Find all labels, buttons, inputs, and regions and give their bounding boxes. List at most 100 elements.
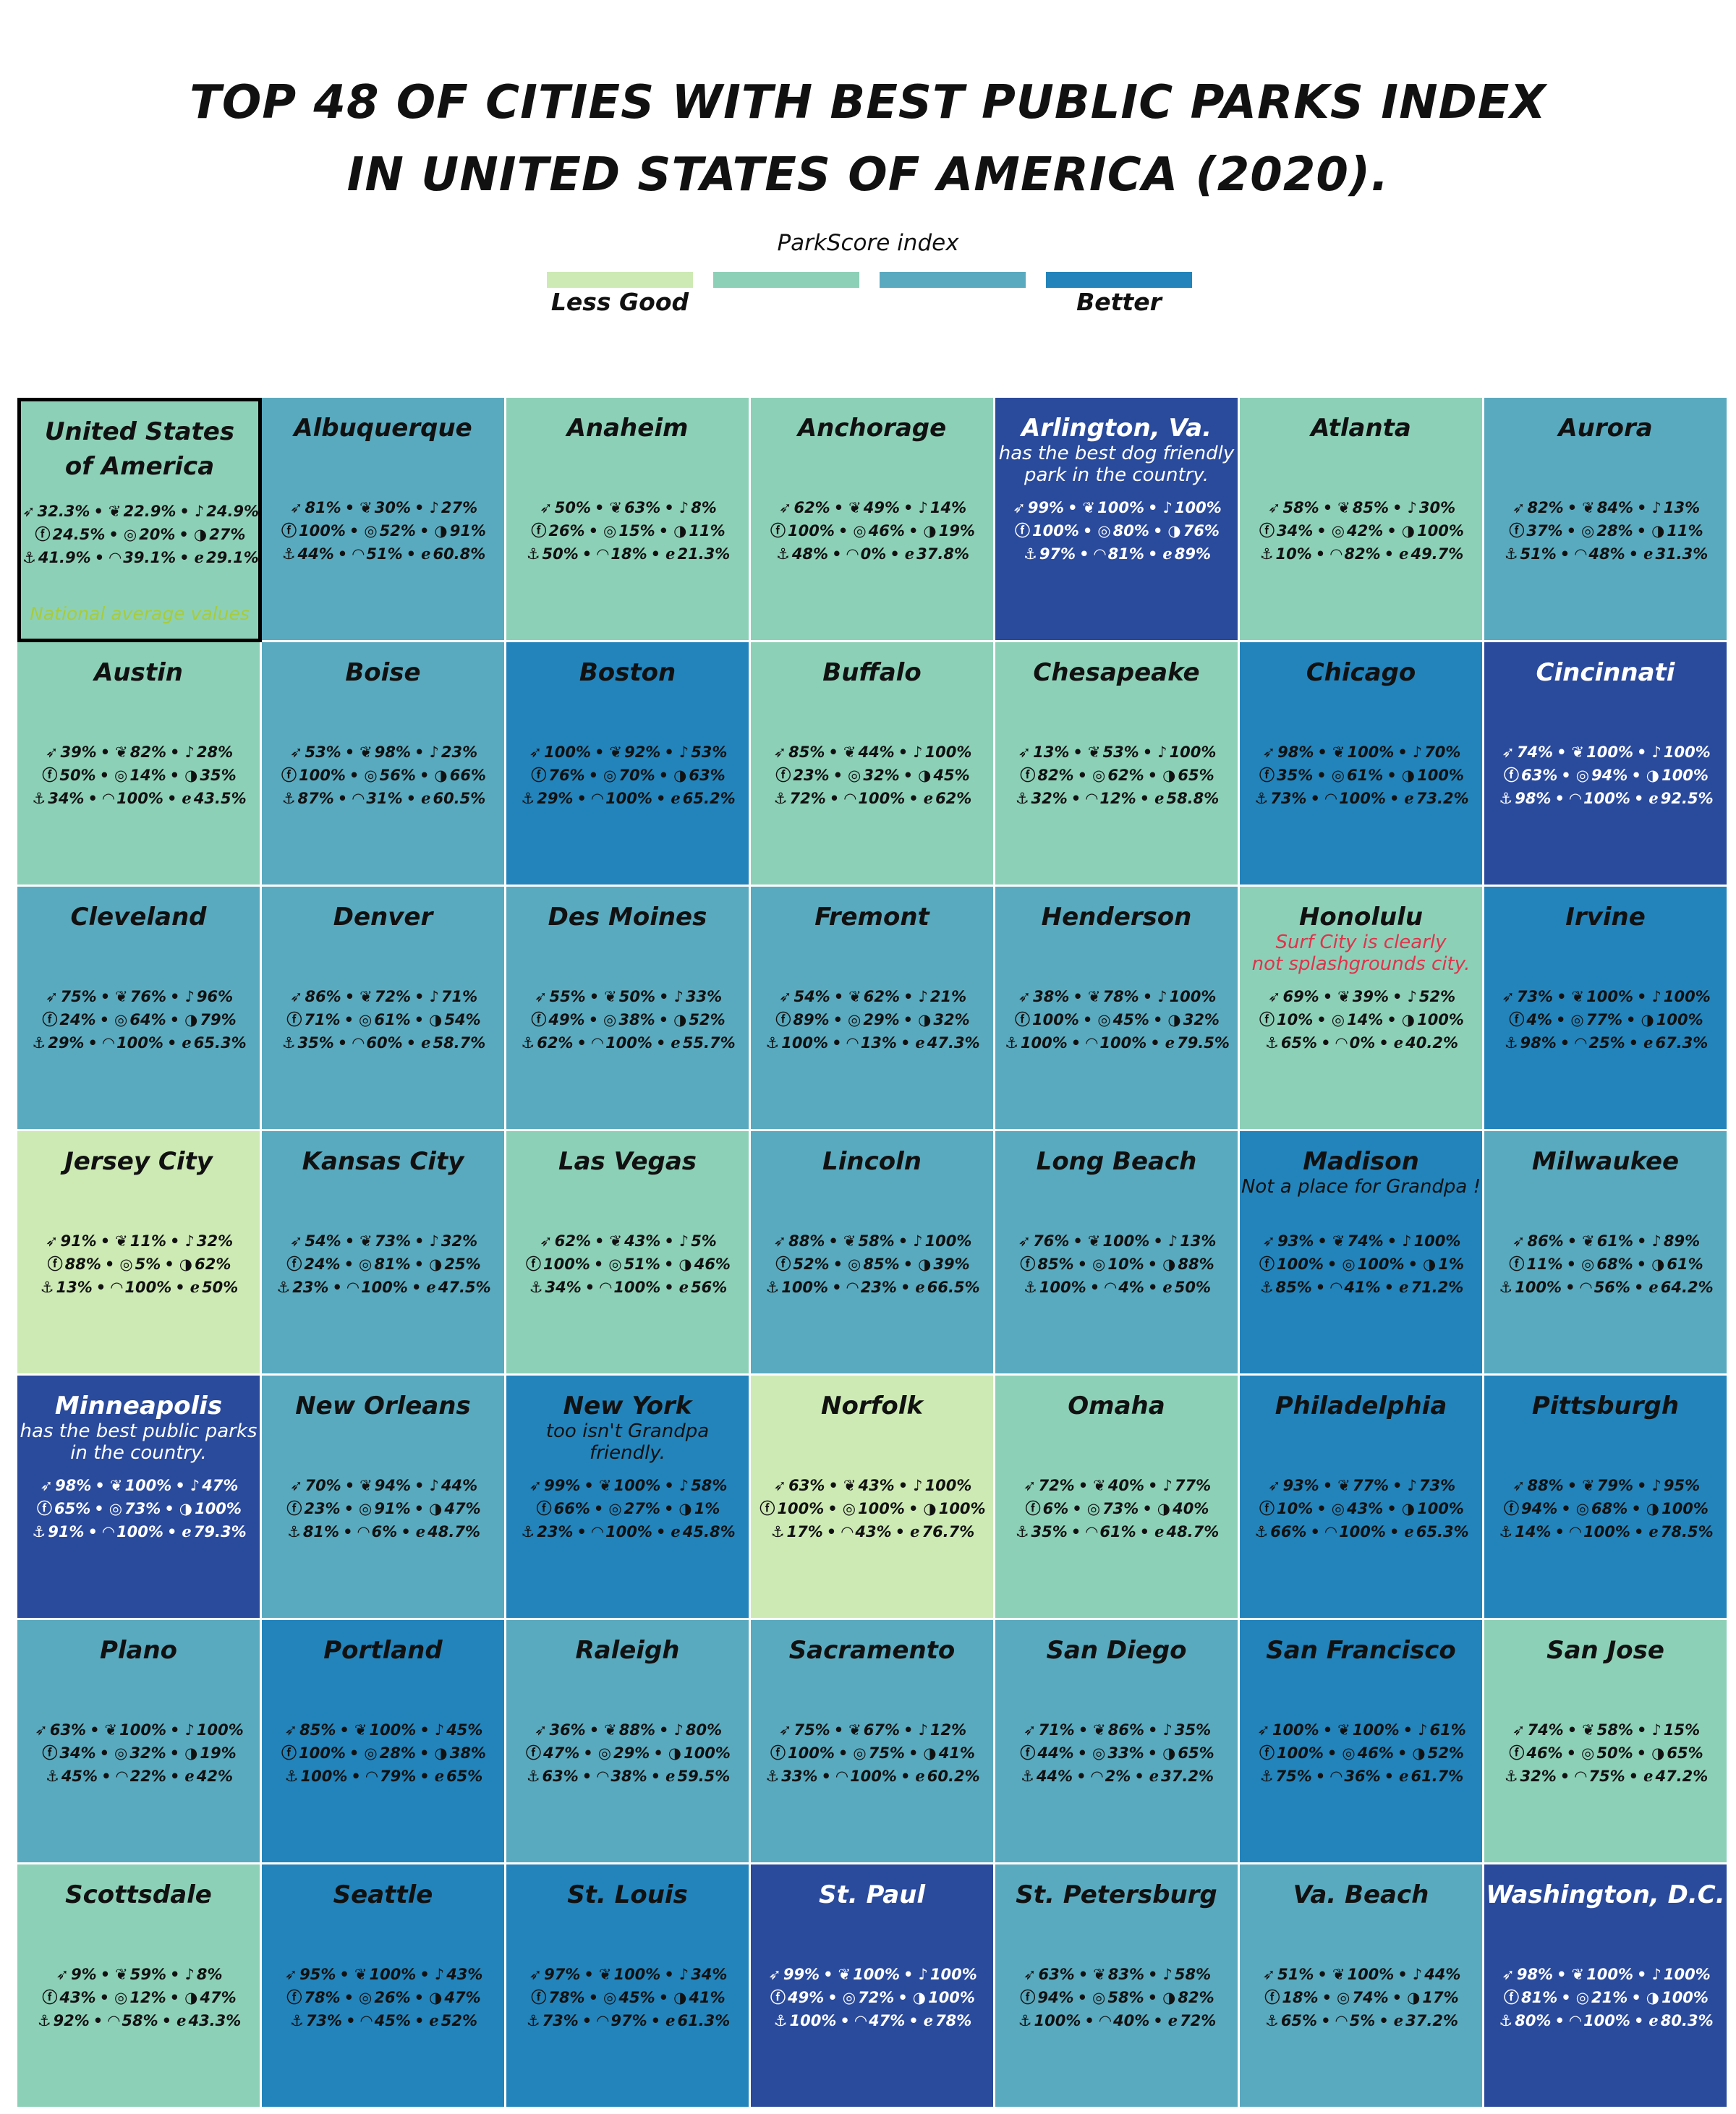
twitter-icon: ❦ — [1087, 988, 1101, 1005]
stat-value: 100% — [1099, 1034, 1147, 1052]
stat-value: 98% — [1516, 1966, 1554, 1983]
city-tile: St. Louis ➶ 97% • ❦ 100% • ♪ 34% ⓕ 78% • ◎ 45% • ◑ 41% ⚓ 7… — [506, 1864, 751, 2109]
city-name: Norfolk — [821, 1391, 923, 1420]
stat-value: 65% — [1178, 1744, 1214, 1762]
stat-row: ➶ 82% • ❦ 84% • ♪ 13% — [1484, 496, 1727, 519]
stat-row: ⚓ 45% • ◠ 22% • ℯ 42% — [17, 1765, 260, 1788]
bullet-separator: • — [337, 1034, 348, 1052]
stat-value: 42% — [196, 1768, 234, 1785]
stat-value: 78% — [935, 2012, 972, 2029]
stat-value: 72% — [858, 1989, 895, 2006]
stat-value: 44% — [858, 743, 895, 761]
facebook-icon: ⓕ — [775, 1011, 791, 1028]
stat-row: ⚓ 75% • ◠ 36% • ℯ 61.7% — [1240, 1765, 1482, 1788]
twitter-icon: ❦ — [109, 1477, 123, 1494]
stat-value: 71% — [304, 1011, 341, 1028]
bullet-separator: • — [1073, 1232, 1083, 1250]
stat-value: 82% — [1178, 1989, 1214, 2006]
city-stats: ➶ 53% • ❦ 98% • ♪ 23% ⓕ 100% • ◎ 56% • ◑ 66% ⚓ 87% • ◠ 31% • ℯ… — [262, 741, 504, 810]
stat-value: 14% — [929, 499, 967, 516]
bullet-separator: • — [576, 1034, 587, 1052]
bullet-separator: • — [175, 1477, 185, 1494]
stat-value: 41% — [1344, 1279, 1381, 1296]
android-icon: ◠ — [365, 1768, 378, 1785]
stat-value: 63% — [689, 767, 726, 784]
stat-value: 34% — [1277, 522, 1314, 540]
instagram-icon: ◎ — [603, 1011, 617, 1028]
stat-value: 29.1% — [205, 549, 259, 566]
bullet-separator: • — [344, 988, 355, 1005]
stat-value: 32% — [1520, 1768, 1557, 1785]
docker-icon: ⚓ — [1015, 790, 1029, 807]
bullet-separator: • — [664, 1279, 674, 1296]
stat-value: 31.3% — [1655, 545, 1709, 563]
instagram-icon: ◎ — [114, 1744, 128, 1762]
stat-value: 38% — [618, 1011, 655, 1028]
stat-value: 23% — [292, 1279, 329, 1296]
bullet-separator: • — [903, 1721, 914, 1739]
stat-row: ⓕ 100% • ◎ 45% • ◑ 32% — [995, 1008, 1238, 1031]
stat-value: 100% — [1272, 1721, 1319, 1739]
bullet-separator: • — [1567, 1477, 1578, 1494]
stat-row: ➶ 99% • ❦ 100% • ♪ 100% — [751, 1963, 993, 1986]
rocket-icon: ➶ — [1018, 988, 1031, 1005]
stat-value: 81% — [302, 1523, 340, 1540]
facebook-icon: ⓕ — [281, 767, 297, 784]
city-note: Surf City is clearly not splashgrounds c… — [1251, 932, 1471, 975]
instagram-icon: ◎ — [1581, 1256, 1595, 1273]
stat-value: 98% — [1277, 743, 1314, 761]
github-icon: ◑ — [179, 1256, 193, 1273]
tiktok-icon: ♪ — [918, 988, 928, 1005]
facebook-icon: ⓕ — [1025, 1500, 1041, 1517]
bullet-separator: • — [595, 743, 605, 761]
docker-icon: ⚓ — [32, 1034, 46, 1052]
stat-value: 40% — [1173, 1500, 1209, 1517]
docker-icon: ⚓ — [775, 545, 790, 563]
stat-value: 100% — [299, 767, 346, 784]
bullet-separator: • — [169, 1011, 180, 1028]
bullet-separator: • — [164, 1500, 174, 1517]
city-tile: Aurora ➶ 82% • ❦ 84% • ♪ 13% ⓕ 37% • ◎ 28% • ◑ 11% ⚓ 51% • ◠… — [1484, 398, 1729, 642]
bullet-separator: • — [99, 1989, 110, 2006]
stat-row: ➶ 32.3% • ❦ 22.9% • ♪ 24.9% — [21, 500, 258, 523]
stat-row: ⓕ 23% • ◎ 91% • ◑ 47% — [262, 1497, 504, 1520]
bullet-separator: • — [658, 767, 669, 784]
stat-row: ⚓ 100% • ◠ 56% • ℯ 64.2% — [1484, 1276, 1727, 1299]
stat-value: 59.5% — [677, 1768, 731, 1785]
stat-row: ⚓ 29% • ◠ 100% • ℯ 65.3% — [17, 1031, 260, 1054]
city-stats: ➶ 74% • ❦ 100% • ♪ 100% ⓕ 63% • ◎ 94% • ◑ 100% ⚓ 98% • ◠ 100… — [1484, 741, 1727, 810]
stat-value: 100% — [369, 1966, 417, 1983]
stat-value: 62% — [863, 988, 901, 1005]
city-stats: ➶ 70% • ❦ 94% • ♪ 44% ⓕ 23% • ◎ 91% • ◑ 47% ⚓ 81% • ◠ 6% • ℯ 48… — [262, 1474, 504, 1543]
stat-value: 62% — [537, 1034, 574, 1052]
ie-icon: ℯ — [1404, 1523, 1414, 1540]
bullet-separator: • — [1637, 743, 1647, 761]
instagram-icon: ◎ — [359, 1256, 373, 1273]
stat-value: 53% — [691, 743, 728, 761]
bullet-separator: • — [1633, 1523, 1644, 1540]
stat-value: 88% — [64, 1256, 101, 1273]
stat-value: 98% — [55, 1477, 92, 1494]
bullet-separator: • — [1389, 1523, 1400, 1540]
bullet-separator: • — [1148, 1477, 1158, 1494]
instagram-icon: ◎ — [1097, 522, 1111, 540]
android-icon: ◠ — [102, 1034, 115, 1052]
city-tile: Chesapeake ➶ 13% • ❦ 53% • ♪ 100% ⓕ 82% • ◎ 62% • ◑ 65% ⚓… — [995, 642, 1240, 887]
stat-value: 100% — [1663, 988, 1711, 1005]
stat-value: 13% — [1663, 499, 1701, 516]
bullet-separator: • — [1076, 1768, 1086, 1785]
stat-value: 62% — [1107, 767, 1144, 784]
twitter-icon: ❦ — [115, 1232, 128, 1250]
github-icon: ◑ — [678, 1500, 692, 1517]
stat-value: 39% — [933, 1256, 970, 1273]
city-name: Austin — [94, 658, 183, 687]
stat-value: 73% — [124, 1500, 161, 1517]
bullet-separator: • — [1073, 743, 1083, 761]
android-icon: ◠ — [841, 1523, 854, 1540]
github-icon: ◑ — [429, 1500, 443, 1517]
bullet-separator: • — [833, 1721, 844, 1739]
stat-value: 49% — [788, 1989, 825, 2006]
instagram-icon: ◎ — [848, 1011, 861, 1028]
stat-value: 65% — [1280, 1034, 1318, 1052]
stat-value: 43% — [446, 1966, 483, 1983]
